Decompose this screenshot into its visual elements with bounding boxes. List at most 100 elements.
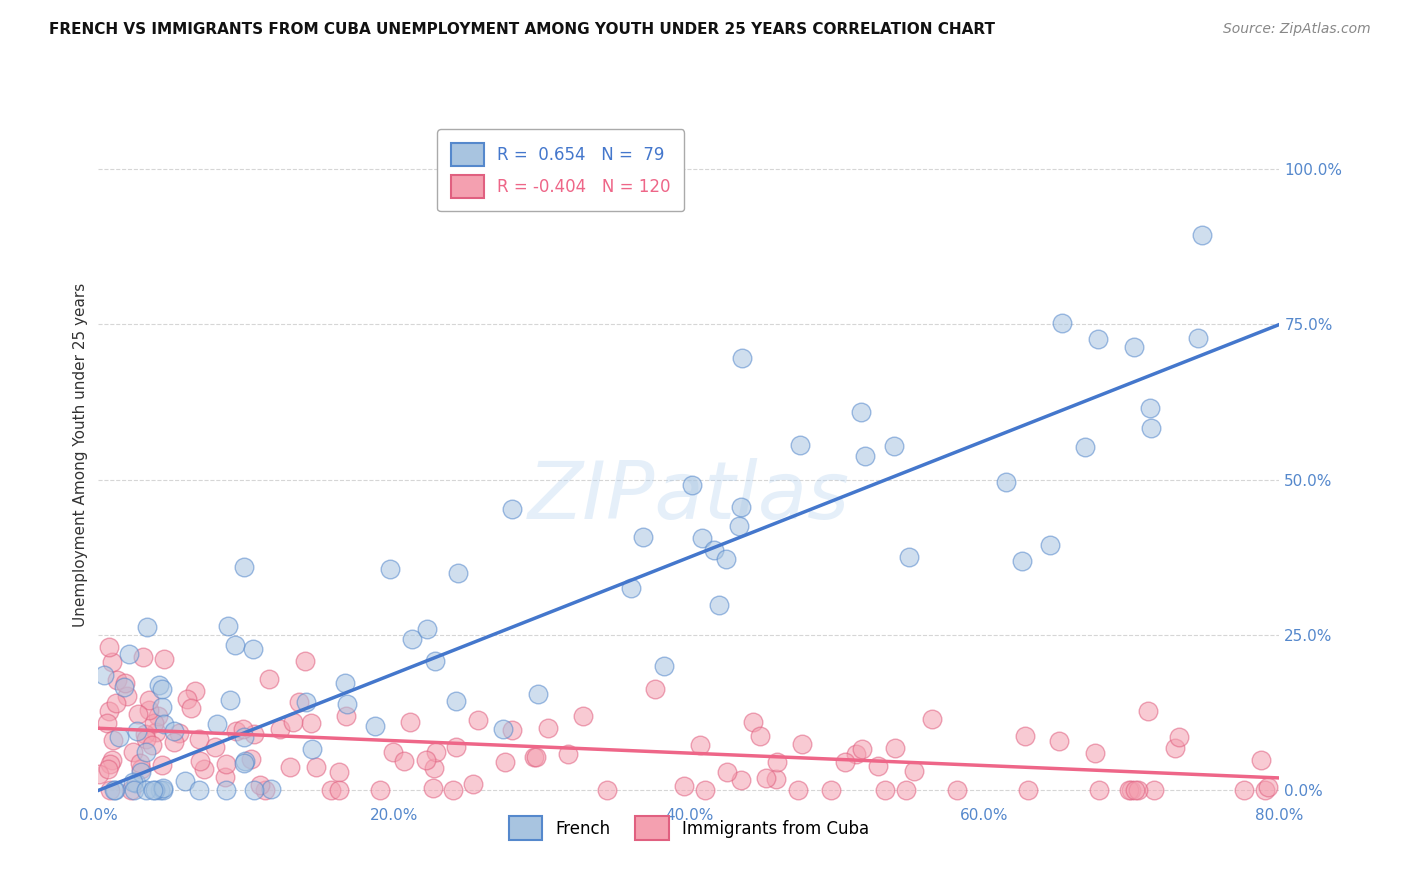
Point: [218, 619, 240, 633]
Point: [730, 773, 752, 788]
Point: [145, 725, 167, 739]
Point: [129, 756, 152, 771]
Point: [1257, 780, 1279, 795]
Point: [232, 559, 254, 574]
Point: [219, 692, 242, 706]
Point: [849, 405, 872, 419]
Point: [399, 714, 422, 729]
Point: [135, 731, 157, 746]
Point: [150, 700, 173, 714]
Point: [690, 531, 713, 545]
Point: [118, 647, 141, 661]
Point: [163, 735, 186, 749]
Point: [1191, 228, 1213, 243]
Point: [176, 692, 198, 706]
Point: [204, 739, 226, 754]
Point: [1017, 783, 1039, 797]
Point: [146, 708, 169, 723]
Point: [125, 776, 148, 790]
Point: [921, 712, 943, 726]
Point: [834, 755, 856, 769]
Point: [215, 757, 238, 772]
Point: [755, 772, 778, 786]
Point: [502, 723, 524, 737]
Point: [152, 652, 174, 666]
Point: [748, 729, 770, 743]
Point: [114, 676, 136, 690]
Point: [415, 753, 437, 767]
Point: [946, 783, 969, 797]
Point: [716, 764, 738, 779]
Point: [654, 659, 676, 673]
Point: [447, 566, 470, 580]
Point: [141, 783, 163, 797]
Point: [673, 780, 696, 794]
Point: [134, 745, 156, 759]
Point: [134, 726, 156, 740]
Point: [1074, 440, 1097, 454]
Point: [1250, 753, 1272, 767]
Point: [883, 438, 905, 452]
Point: [243, 727, 266, 741]
Point: [149, 783, 172, 797]
Point: [681, 478, 703, 492]
Point: [728, 519, 751, 533]
Point: [994, 475, 1017, 489]
Text: ZIPatlas: ZIPatlas: [527, 458, 851, 536]
Point: [103, 783, 125, 797]
Point: [143, 716, 166, 731]
Point: [207, 717, 229, 731]
Point: [463, 777, 485, 791]
Point: [1139, 401, 1161, 416]
Point: [1014, 729, 1036, 743]
Point: [1050, 317, 1073, 331]
Point: [501, 502, 523, 516]
Y-axis label: Unemployment Among Youth under 25 years: Unemployment Among Youth under 25 years: [73, 283, 89, 627]
Point: [240, 752, 263, 766]
Point: [232, 722, 254, 736]
Point: [122, 775, 145, 789]
Point: [335, 697, 357, 711]
Point: [364, 718, 387, 732]
Text: Source: ZipAtlas.com: Source: ZipAtlas.com: [1223, 22, 1371, 37]
Point: [382, 745, 405, 759]
Point: [423, 654, 446, 668]
Point: [136, 620, 159, 634]
Point: [443, 783, 465, 797]
Point: [875, 783, 897, 797]
Point: [1137, 705, 1160, 719]
Point: [787, 783, 810, 797]
Point: [765, 772, 787, 786]
Point: [180, 701, 202, 715]
Point: [1119, 783, 1142, 797]
Point: [167, 726, 190, 740]
Point: [224, 638, 246, 652]
Point: [368, 783, 391, 797]
Point: [152, 681, 174, 696]
Point: [790, 737, 813, 751]
Point: [249, 779, 271, 793]
Point: [335, 676, 357, 690]
Point: [193, 763, 215, 777]
Point: [1164, 741, 1187, 756]
Point: [93, 667, 115, 681]
Point: [233, 754, 256, 768]
Point: [1254, 783, 1277, 797]
Point: [105, 673, 128, 688]
Point: [103, 732, 125, 747]
Point: [328, 765, 350, 780]
Point: [105, 696, 128, 710]
Point: [152, 783, 174, 797]
Point: [422, 780, 444, 795]
Point: [283, 714, 305, 729]
Point: [132, 650, 155, 665]
Point: [98, 640, 121, 654]
Point: [401, 632, 423, 647]
Point: [152, 717, 174, 731]
Text: FRENCH VS IMMIGRANTS FROM CUBA UNEMPLOYMENT AMONG YOUTH UNDER 25 YEARS CORRELATI: FRENCH VS IMMIGRANTS FROM CUBA UNEMPLOYM…: [49, 22, 995, 37]
Point: [260, 781, 283, 796]
Point: [714, 552, 737, 566]
Point: [853, 449, 876, 463]
Point: [1087, 332, 1109, 346]
Point: [152, 780, 174, 795]
